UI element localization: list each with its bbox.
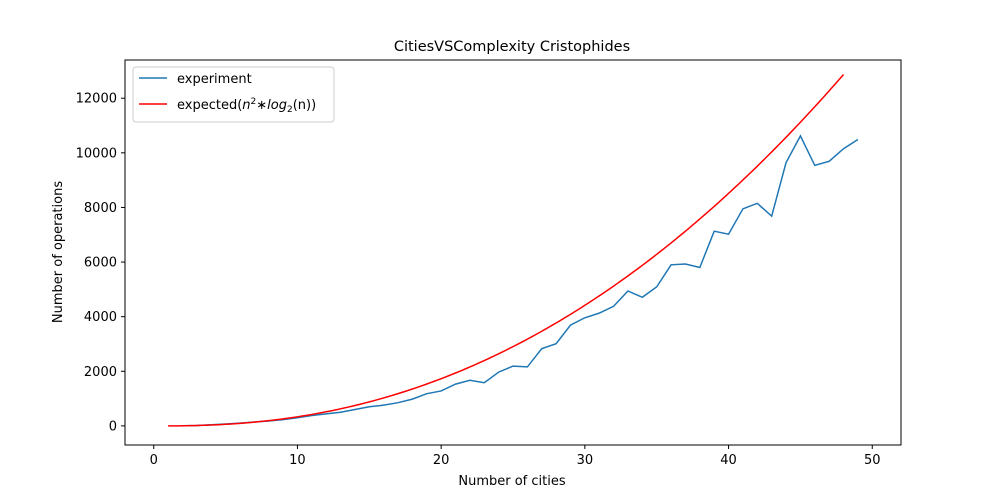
legend-expected-suffix: (n)) <box>293 98 316 113</box>
legend: experiment expected(n2∗log2(n)) <box>132 66 335 123</box>
plot-frame <box>124 59 902 446</box>
series-line-expected <box>168 74 845 427</box>
y-tick-label: 2000 <box>84 365 117 380</box>
y-tick-label: 8000 <box>84 201 117 216</box>
x-tick-label: 10 <box>289 453 306 468</box>
legend-expected-base: n <box>242 98 250 113</box>
y-axis-label: Number of operations <box>51 181 66 323</box>
legend-expected-exp: 2 <box>251 97 257 107</box>
x-tick-label: 50 <box>864 453 881 468</box>
x-axis-label: Number of cities <box>458 474 565 489</box>
y-tick-label: 10000 <box>76 146 117 161</box>
x-tick-label: 40 <box>720 453 737 468</box>
x-tick-label: 0 <box>150 453 158 468</box>
legend-expected-mid: ∗log <box>256 98 287 113</box>
y-tick-label: 0 <box>109 419 117 434</box>
plot-lines <box>168 74 859 427</box>
legend-expected-prefix: expected( <box>177 98 242 113</box>
y-tick-label: 12000 <box>76 92 117 107</box>
legend-label-expected: expected(n2∗log2(n)) <box>177 97 316 115</box>
legend-box <box>132 66 335 123</box>
legend-label-experiment: experiment <box>177 72 252 87</box>
x-axis-ticks: 0 10 20 30 40 50 <box>150 445 881 468</box>
chart-title: CitiesVSComplexity Cristophides <box>394 39 630 55</box>
legend-expected-sub: 2 <box>287 105 293 115</box>
x-tick-label: 30 <box>577 453 594 468</box>
x-tick-label: 20 <box>433 453 450 468</box>
y-axis-ticks: 0 2000 4000 6000 8000 10000 12000 <box>76 92 125 434</box>
y-tick-label: 4000 <box>84 310 117 325</box>
series-line-experiment <box>182 134 859 427</box>
y-tick-label: 6000 <box>84 256 117 271</box>
